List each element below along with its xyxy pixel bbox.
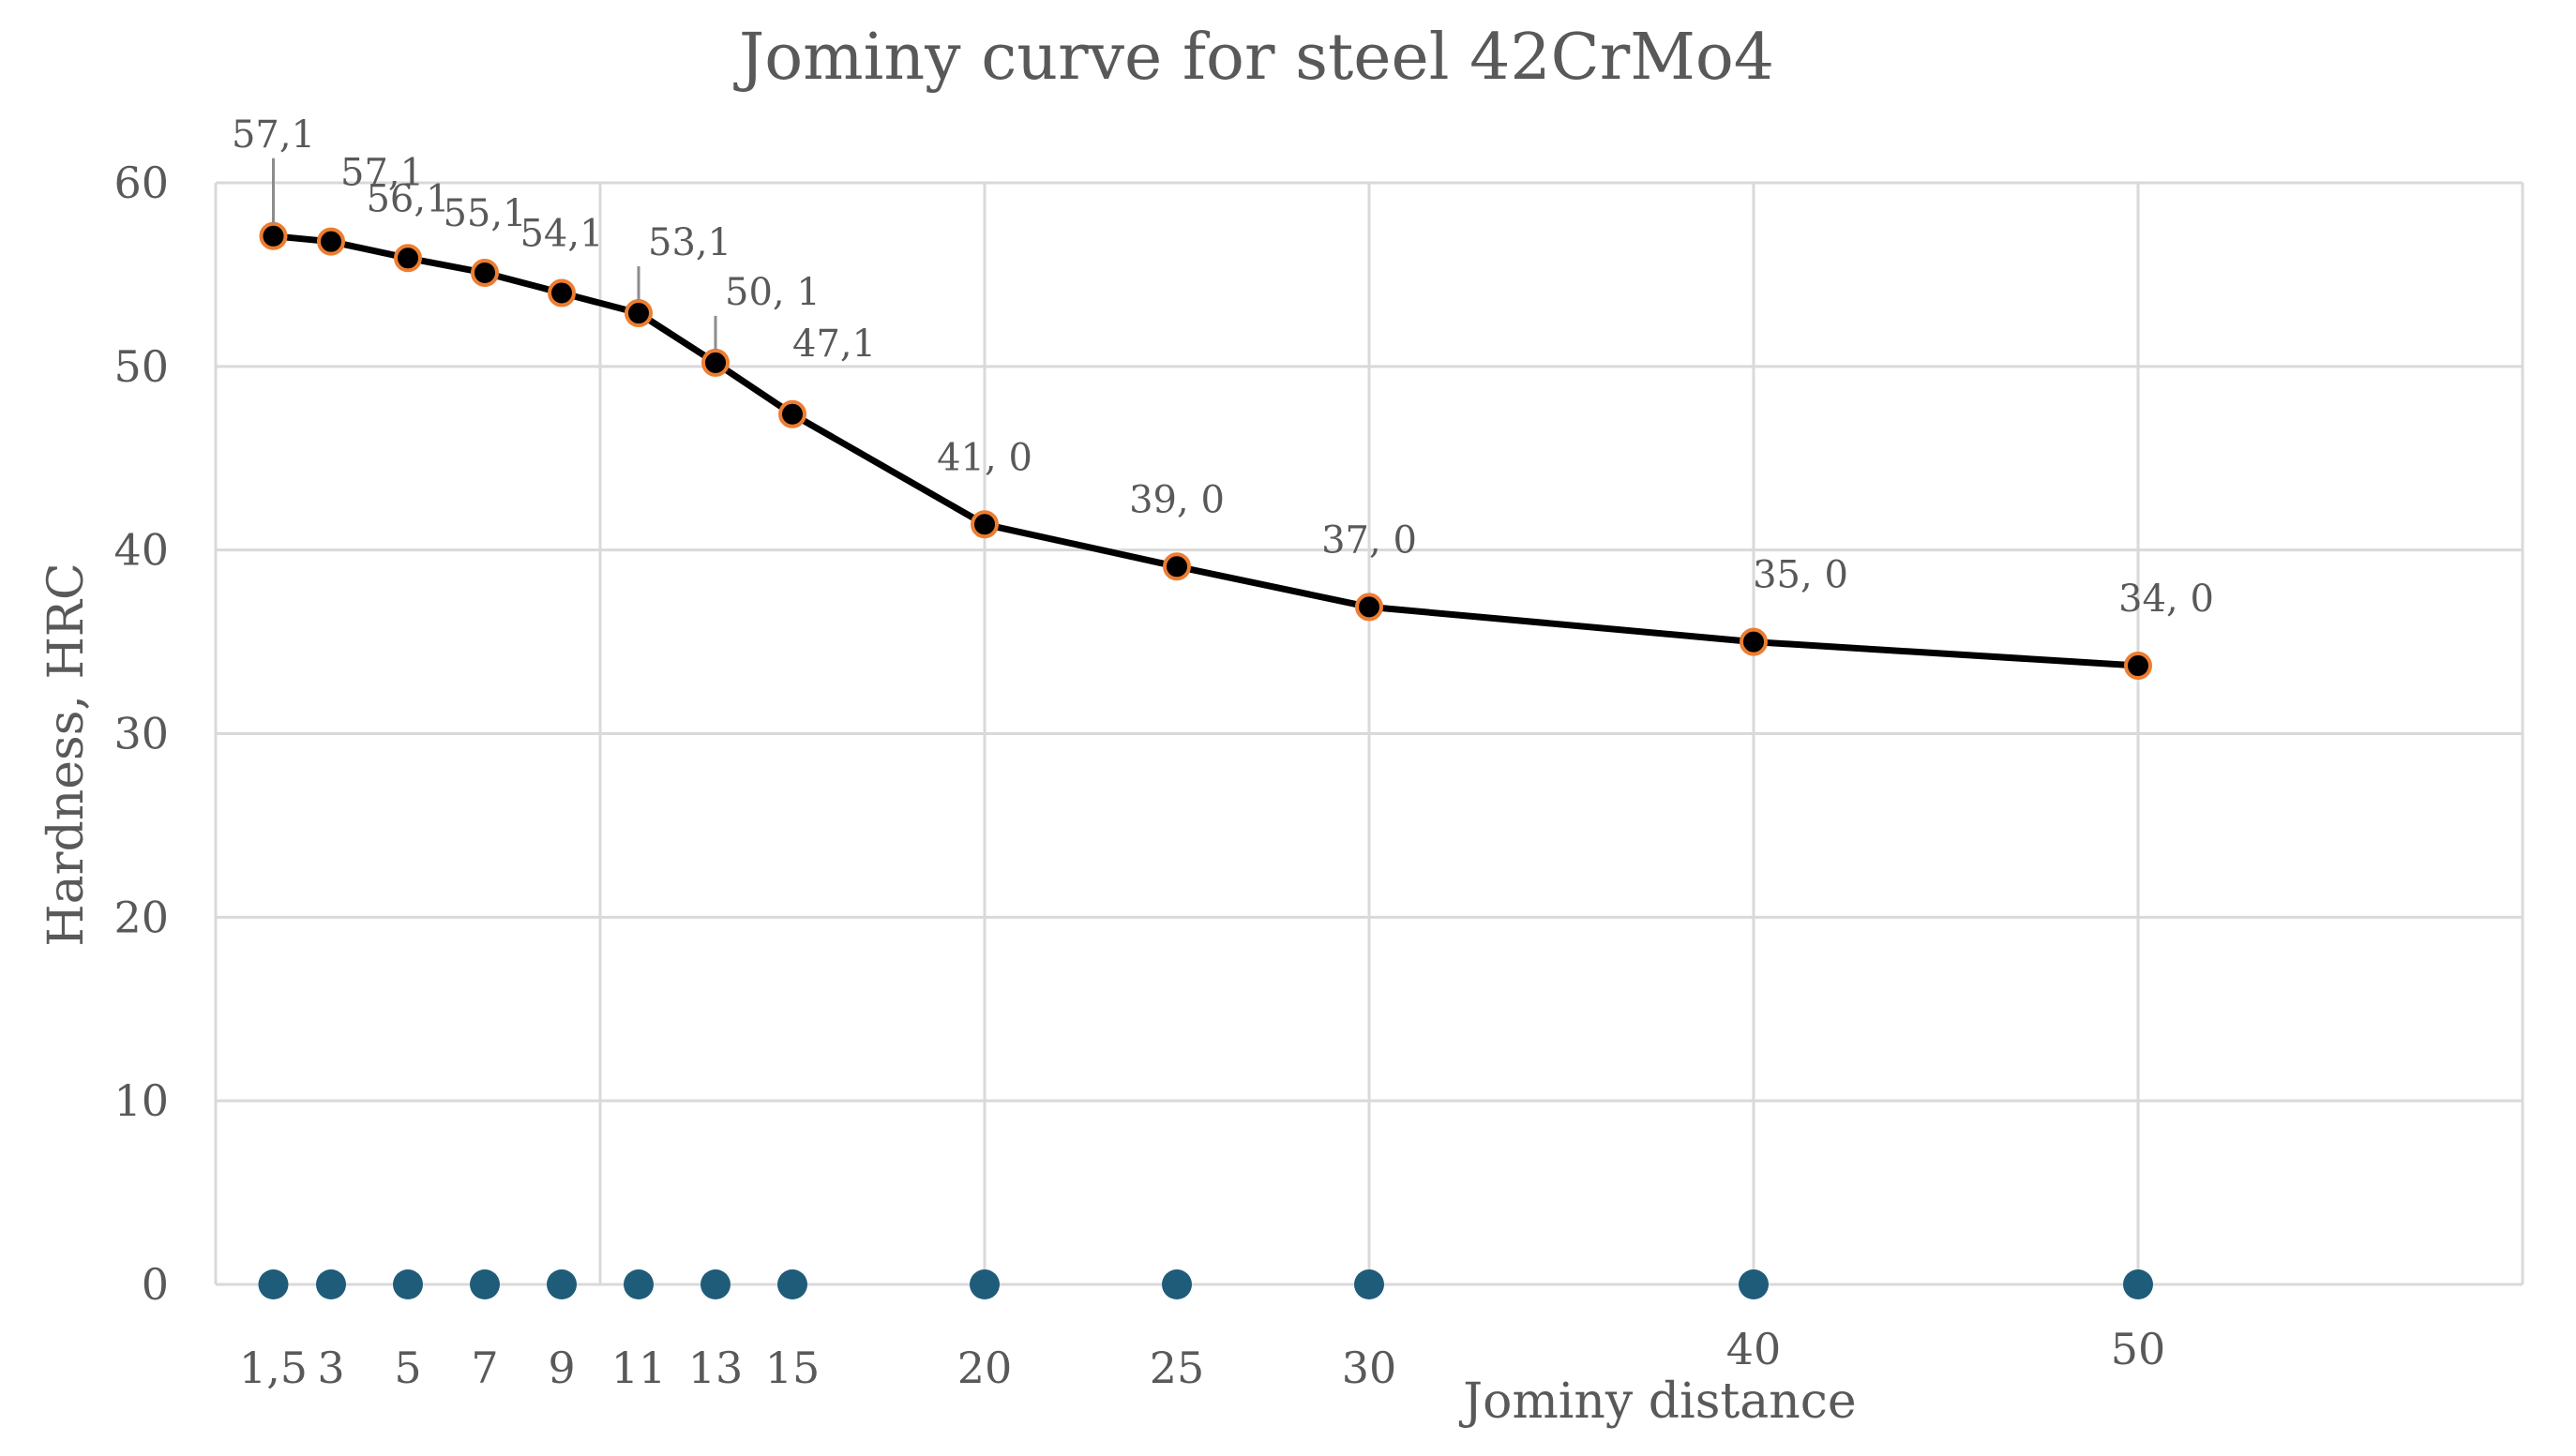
axis-ticks: 0 10 20 30 40 50 60 1,5 3 5 7 9 11 13 15 20 25 30 40 50 xyxy=(113,158,2165,1393)
hardness-point xyxy=(1163,552,1191,581)
data-label: 53,1 xyxy=(648,221,731,264)
data-label: 47,1 xyxy=(792,323,876,366)
y-axis-title: Hardness, HRC xyxy=(38,563,95,946)
baseline-point xyxy=(700,1269,731,1299)
x-tick-label: 30 xyxy=(1342,1343,1397,1393)
baseline-point xyxy=(1739,1269,1769,1299)
data-label: 57,1 xyxy=(340,152,424,195)
hardness-point xyxy=(971,510,999,539)
hardness-point xyxy=(778,399,806,428)
baseline-point xyxy=(393,1269,423,1299)
x-axis-title: Jominy distance xyxy=(1458,1373,1856,1430)
y-tick-label: 60 xyxy=(113,158,169,208)
hardness-point xyxy=(394,244,422,273)
series xyxy=(258,221,2153,1299)
x-tick-label: 7 xyxy=(471,1343,498,1393)
data-label: 56,1 xyxy=(366,177,449,220)
baseline-point xyxy=(470,1269,500,1299)
y-tick-label: 20 xyxy=(113,892,169,942)
x-tick-label: 25 xyxy=(1150,1343,1205,1393)
hardness-point xyxy=(471,258,499,287)
x-tick-label: 3 xyxy=(317,1343,344,1393)
baseline-point xyxy=(258,1269,289,1299)
x-tick-label: 5 xyxy=(394,1343,421,1393)
baseline-point xyxy=(624,1269,654,1299)
hardness-point xyxy=(548,278,576,308)
baseline-point xyxy=(1162,1269,1192,1299)
data-label: 37, 0 xyxy=(1321,518,1417,562)
data-label: 54,1 xyxy=(520,213,603,256)
data-label: 41, 0 xyxy=(937,436,1032,479)
baseline-point xyxy=(1354,1269,1384,1299)
baseline-point xyxy=(316,1269,346,1299)
data-label: 34, 0 xyxy=(2118,578,2214,621)
x-tick-label: 15 xyxy=(765,1343,821,1393)
y-tick-label: 50 xyxy=(113,341,169,392)
x-tick-label: 13 xyxy=(688,1343,744,1393)
hardness-point xyxy=(259,221,288,250)
data-label: 55,1 xyxy=(443,192,526,235)
y-tick-label: 10 xyxy=(113,1075,169,1126)
x-tick-label: 40 xyxy=(1726,1324,1782,1374)
hardness-point xyxy=(317,227,345,256)
baseline-point xyxy=(777,1269,807,1299)
x-tick-label: 20 xyxy=(957,1343,1013,1393)
grid xyxy=(214,181,2524,1286)
data-label: 57,1 xyxy=(232,113,315,157)
data-label: 39, 0 xyxy=(1129,478,1225,521)
baseline-point xyxy=(547,1269,577,1299)
hardness-point xyxy=(1355,593,1383,622)
data-labels: 57,157,156,155,154,1 53,150, 147,141, 039… xyxy=(232,113,2214,621)
hardness-point xyxy=(701,348,730,377)
y-tick-label: 0 xyxy=(142,1259,169,1310)
x-tick-label: 1,5 xyxy=(239,1343,308,1393)
data-label: 50, 1 xyxy=(725,271,821,314)
baseline-point xyxy=(970,1269,1000,1299)
x-tick-label: 11 xyxy=(611,1343,667,1393)
x-tick-label: 50 xyxy=(2111,1324,2166,1374)
x-tick-label: 9 xyxy=(548,1343,575,1393)
baseline-point xyxy=(2123,1269,2153,1299)
chart-title: Jominy curve for steel 42CrMo4 xyxy=(733,21,1774,95)
hardness-point xyxy=(2124,652,2152,681)
y-tick-label: 40 xyxy=(113,525,169,576)
data-label: 35, 0 xyxy=(1753,554,1848,597)
hardness-point xyxy=(625,299,653,328)
hardness-point xyxy=(1740,627,1768,656)
y-tick-label: 30 xyxy=(113,709,169,759)
